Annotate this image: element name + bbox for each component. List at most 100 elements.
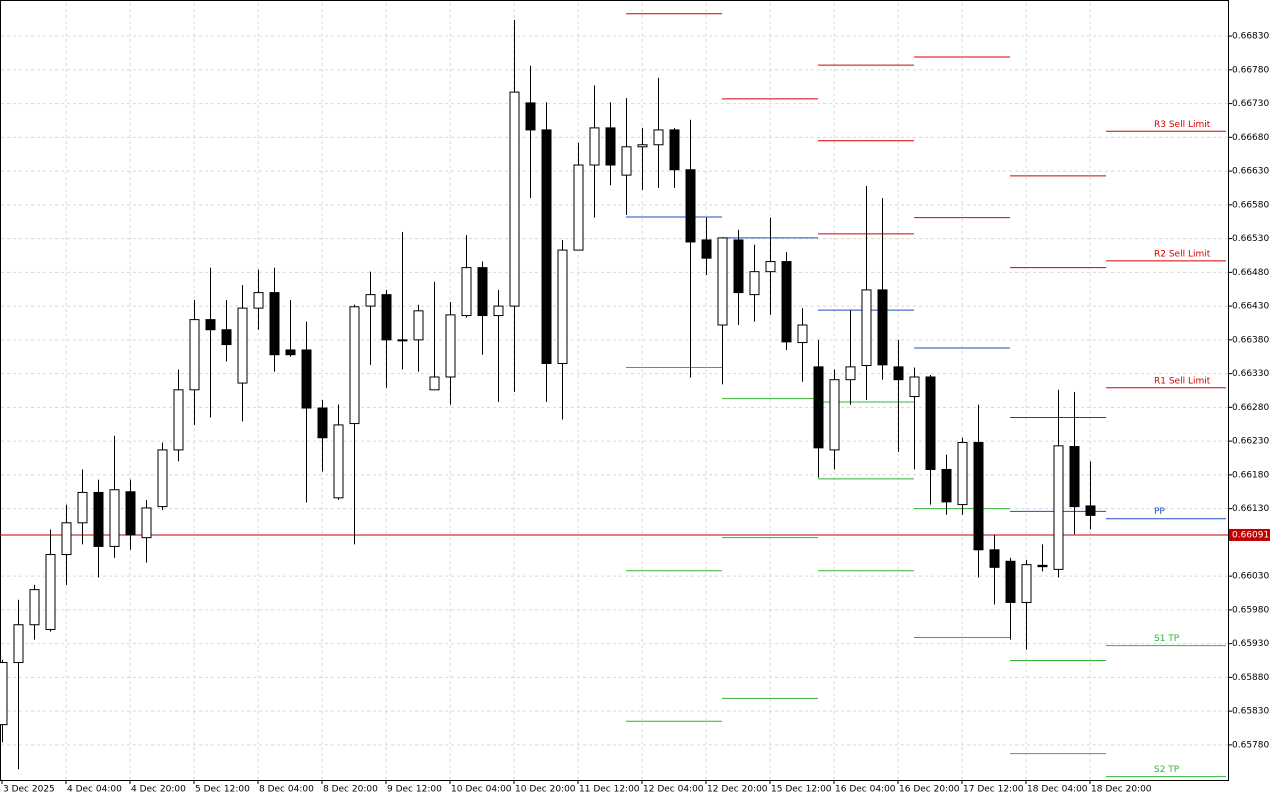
candle-body [109, 489, 120, 547]
candle-body [701, 239, 712, 259]
x-tick-label: 12 Dec 20:00 [707, 785, 768, 795]
y-tick-label: 0.65980 [1232, 605, 1269, 615]
y-tick-label: 0.66730 [1232, 99, 1269, 109]
candle-body [221, 329, 232, 346]
candle-body [61, 522, 72, 556]
x-tick-label: 17 Dec 12:00 [963, 785, 1024, 795]
pivot-label: R2 Sell Limit [1154, 249, 1211, 259]
y-tick-label: 0.66430 [1232, 302, 1269, 312]
candle-body [749, 271, 760, 296]
y-tick-label: 0.66630 [1232, 167, 1269, 177]
candle-body [637, 144, 648, 148]
plot-frame [0, 0, 1229, 781]
y-tick-label: 0.65780 [1232, 740, 1269, 750]
candle-body [813, 366, 824, 449]
candle-body [733, 239, 744, 294]
y-tick-label: 0.66830 [1232, 32, 1269, 42]
candle-body [717, 237, 728, 326]
candle-body [557, 249, 568, 364]
candle-body [0, 662, 8, 726]
candle-body [317, 407, 328, 439]
candle-body [973, 441, 984, 551]
x-tick-label: 8 Dec 20:00 [323, 785, 378, 795]
candle-body [1085, 505, 1096, 516]
candle-body [925, 376, 936, 470]
price-label-box [1229, 528, 1270, 541]
y-tick-label: 0.65930 [1232, 639, 1269, 649]
candle-body [333, 424, 344, 499]
candle-body [461, 267, 472, 317]
candle-body [349, 306, 360, 425]
candle-body [413, 310, 424, 341]
candle-body [669, 129, 680, 171]
candle-body [205, 319, 216, 331]
candle-body [381, 294, 392, 341]
pivot-label: PP [1154, 507, 1165, 517]
pivot-label: S2 TP [1154, 765, 1180, 775]
candle-body [1005, 560, 1016, 603]
y-tick-label: 0.66030 [1232, 572, 1269, 582]
x-tick-label: 10 Dec 04:00 [451, 785, 512, 795]
candle-body [781, 261, 792, 343]
x-tick-label: 16 Dec 20:00 [899, 785, 960, 795]
candle-body [1021, 564, 1032, 603]
pivot-label: R3 Sell Limit [1154, 120, 1211, 130]
candle-body [877, 289, 888, 366]
candle-body [45, 554, 56, 630]
x-tick-label: 4 Dec 20:00 [131, 785, 186, 795]
price-label: 0.66091 [1232, 530, 1269, 540]
candle-body [765, 261, 776, 273]
candle-body [541, 129, 552, 364]
pivot-label: R1 Sell Limit [1154, 376, 1211, 386]
candle-body [285, 349, 296, 356]
x-tick-label: 9 Dec 12:00 [387, 785, 442, 795]
candle-body [237, 307, 248, 384]
y-tick-label: 0.66330 [1232, 369, 1269, 379]
candle-body [957, 441, 968, 506]
x-tick-label: 15 Dec 12:00 [771, 785, 832, 795]
candle-body [861, 289, 872, 367]
candle-body [653, 129, 664, 146]
candle-body [397, 339, 408, 342]
candle-body [13, 624, 24, 664]
y-tick-label: 0.66580 [1232, 200, 1269, 210]
x-tick-label: 16 Dec 04:00 [835, 785, 896, 795]
candle-body [1037, 564, 1048, 568]
candle-body [173, 389, 184, 451]
candle-body [93, 491, 104, 547]
pivot-label: S1 TP [1154, 634, 1180, 644]
x-tick-label: 18 Dec 04:00 [1027, 785, 1088, 795]
y-tick-label: 0.66480 [1232, 268, 1269, 278]
candle-body [493, 305, 504, 317]
candle-body [605, 127, 616, 166]
candle-body [621, 146, 632, 176]
x-tick-label: 3 Dec 2025 [3, 785, 55, 795]
candle-body [525, 102, 536, 131]
candle-body [845, 366, 856, 381]
y-tick-label: 0.66180 [1232, 470, 1269, 480]
x-tick-label: 8 Dec 04:00 [259, 785, 314, 795]
candle-body [189, 319, 200, 391]
y-tick-label: 0.66230 [1232, 437, 1269, 447]
y-tick-label: 0.66780 [1232, 65, 1269, 75]
candle-body [989, 549, 1000, 568]
candle-body [1069, 446, 1080, 508]
candle-body [141, 507, 152, 539]
x-tick-label: 4 Dec 04:00 [67, 785, 122, 795]
x-tick-label: 5 Dec 12:00 [195, 785, 250, 795]
candle-body [429, 376, 440, 391]
y-tick-label: 0.66380 [1232, 335, 1269, 345]
candle-body [445, 314, 456, 378]
candle-body [29, 589, 40, 626]
y-tick-label: 0.66680 [1232, 133, 1269, 143]
x-tick-label: 10 Dec 20:00 [515, 785, 576, 795]
candle-body [909, 376, 920, 398]
candle-body [269, 292, 280, 356]
candle-body [509, 91, 520, 307]
candle-body [477, 267, 488, 317]
candle-body [301, 349, 312, 409]
candle-body [685, 169, 696, 243]
x-tick-label: 11 Dec 12:00 [579, 785, 640, 795]
candle-body [797, 324, 808, 344]
